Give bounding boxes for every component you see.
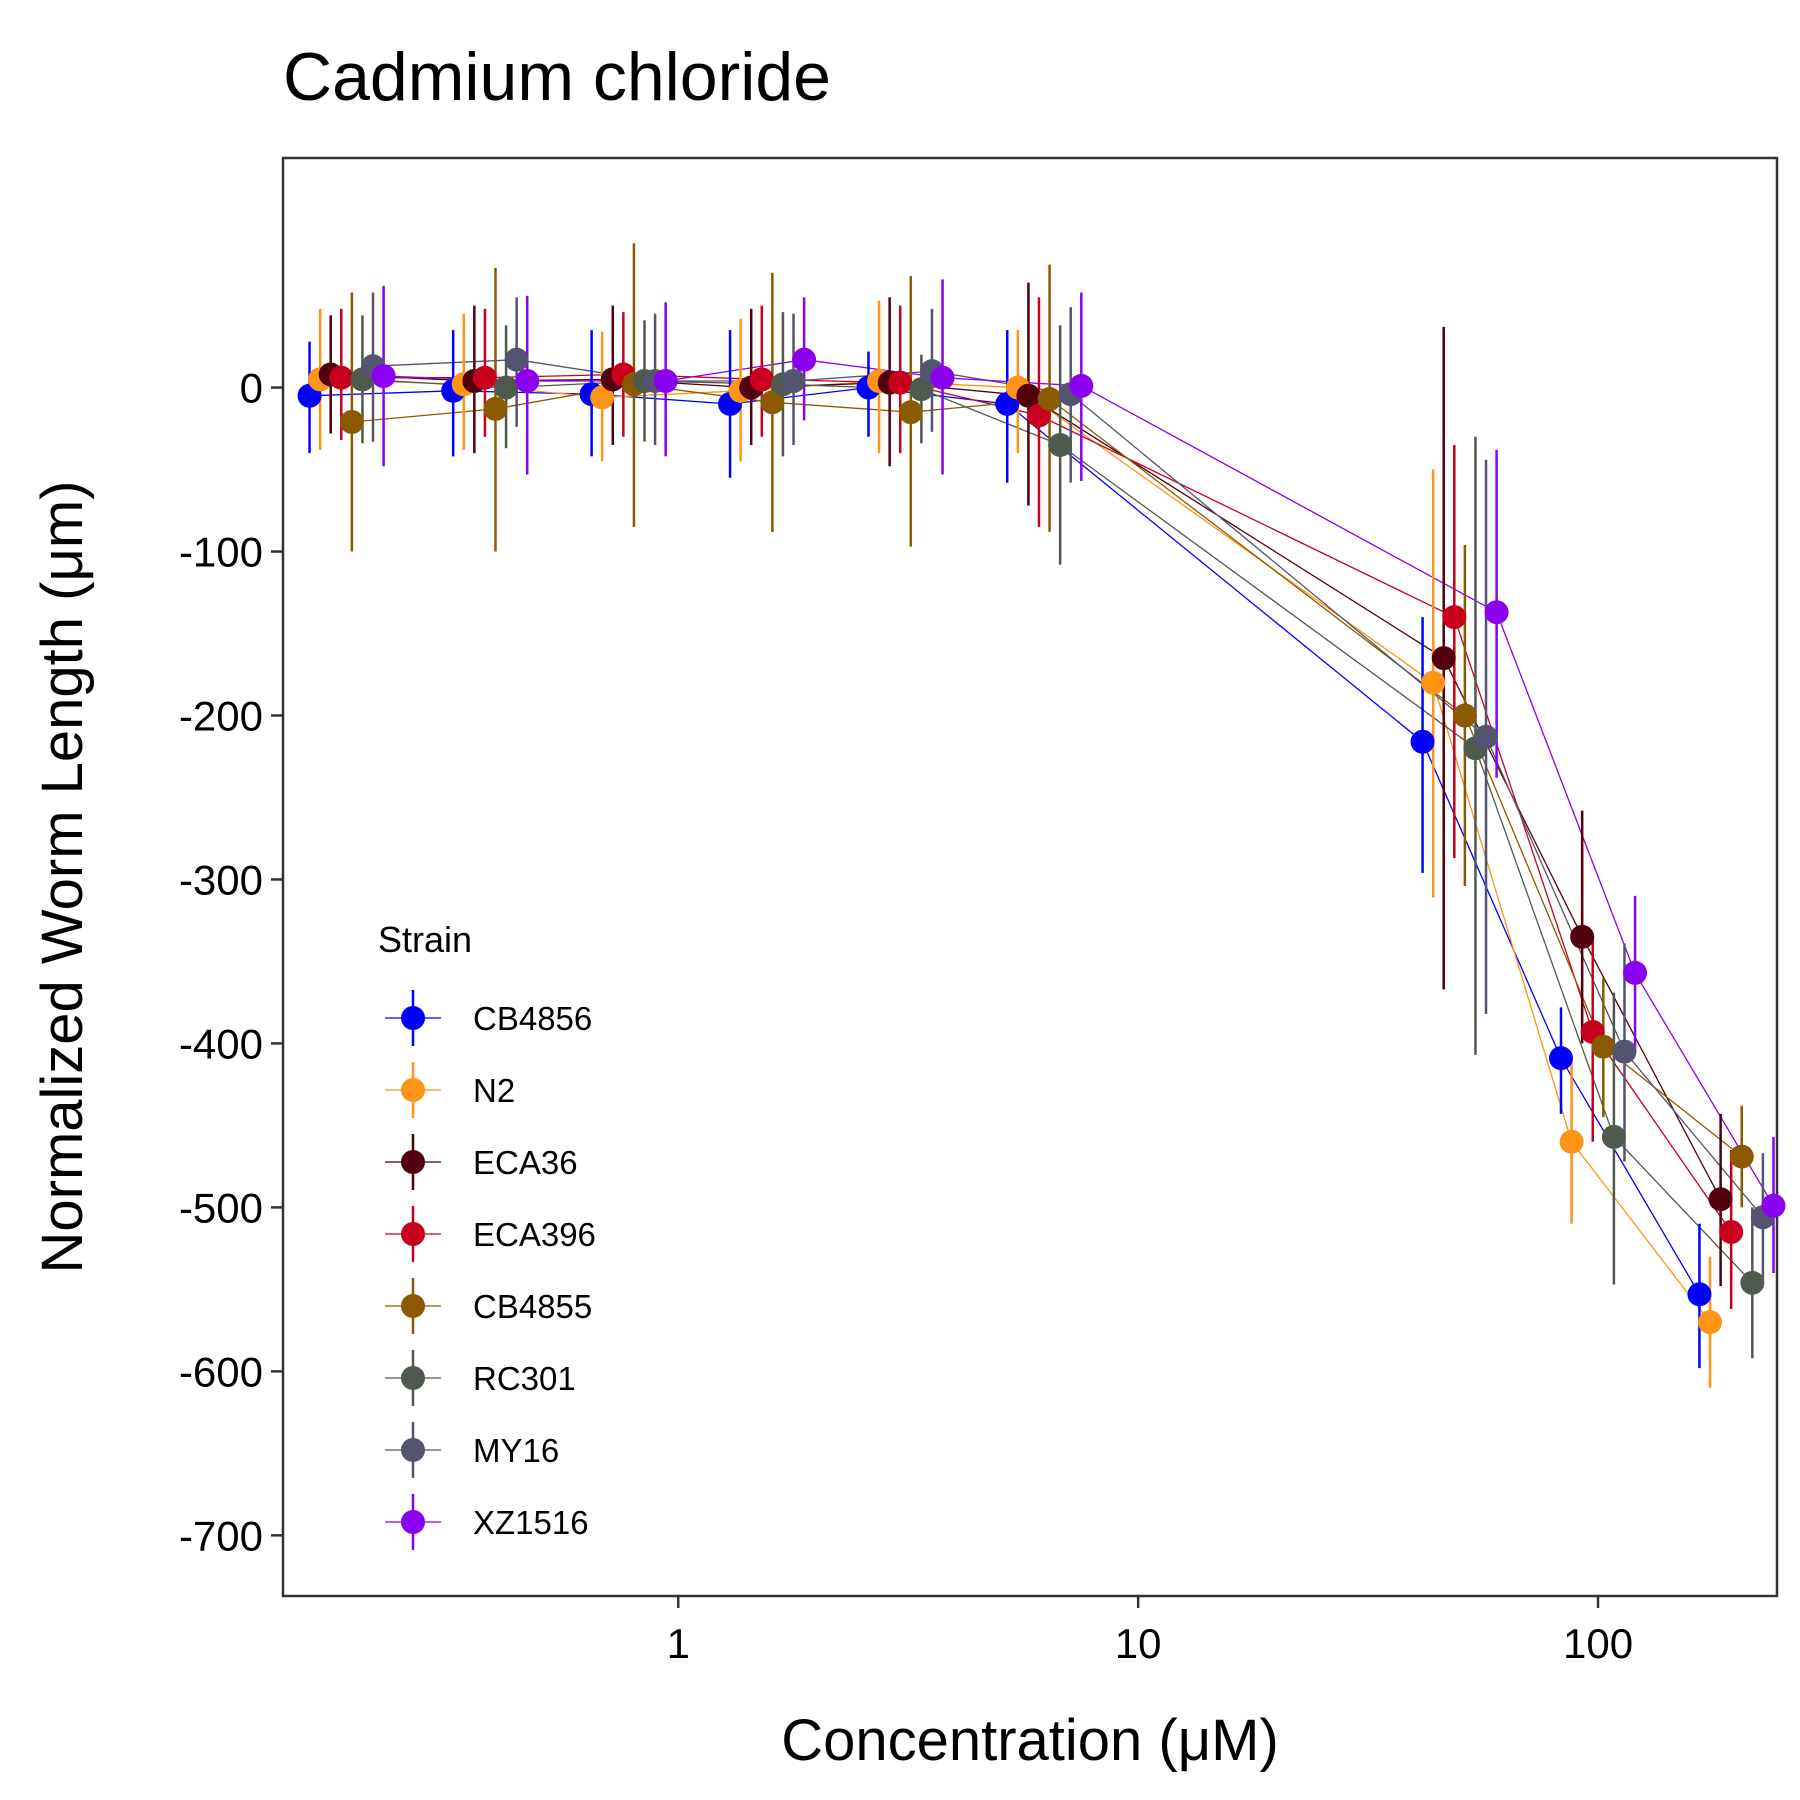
- point-CB4855: [1729, 1144, 1754, 1169]
- legend-key-point-XZ1516: [401, 1510, 425, 1534]
- points: [297, 347, 1786, 1335]
- legend-label-XZ1516: XZ1516: [473, 1504, 589, 1541]
- point-ECA36: [1016, 383, 1041, 408]
- point-CB4855: [1591, 1034, 1616, 1059]
- point-N2: [1559, 1129, 1584, 1154]
- point-XZ1516: [1761, 1193, 1786, 1218]
- legend-label-CB4855: CB4855: [473, 1288, 592, 1325]
- point-N2: [1421, 670, 1446, 695]
- y-tick-label: -500: [179, 1184, 263, 1231]
- point-XZ1516: [371, 364, 396, 389]
- point-ECA36: [1431, 646, 1456, 671]
- legend-key-point-RC301: [401, 1366, 425, 1390]
- legend-label-ECA36: ECA36: [473, 1144, 578, 1181]
- y-tick-label: 0: [240, 365, 263, 412]
- point-RC301: [1601, 1124, 1626, 1149]
- point-RC301: [1048, 432, 1073, 457]
- legend-title: Strain: [378, 919, 472, 960]
- point-N2: [1698, 1310, 1723, 1335]
- y-tick-label: -400: [179, 1020, 263, 1067]
- legend-key-point-ECA396: [401, 1222, 425, 1246]
- x-axis-title: Concentration (μM): [781, 1708, 1279, 1773]
- chart-title: Cadmium chloride: [283, 39, 831, 115]
- point-ECA396: [888, 370, 913, 395]
- legend-label-N2: N2: [473, 1072, 515, 1109]
- point-RC301: [1740, 1270, 1765, 1295]
- y-tick-label: -700: [179, 1512, 263, 1559]
- point-XZ1516: [930, 365, 955, 390]
- point-MY16: [504, 347, 529, 372]
- point-XZ1516: [792, 347, 817, 372]
- point-CB4856: [1687, 1282, 1712, 1307]
- x-axis: 1 10 100: [667, 1596, 1633, 1667]
- y-axis: 0 -100 -200 -300 -400 -500 -600 -700: [179, 365, 283, 1559]
- point-ECA36: [1570, 924, 1595, 949]
- point-ECA396: [1442, 605, 1467, 630]
- point-CB4855: [898, 400, 923, 425]
- point-ECA396: [329, 365, 354, 390]
- point-ECA36: [1708, 1187, 1733, 1212]
- point-CB4855: [339, 409, 364, 434]
- legend-label-ECA396: ECA396: [473, 1216, 596, 1253]
- legend-key-point-N2: [401, 1078, 425, 1102]
- point-ECA396: [749, 367, 774, 392]
- point-XZ1516: [653, 368, 678, 393]
- y-tick-label: -100: [179, 529, 263, 576]
- y-axis-title: Normalized Worm Length (μm): [30, 481, 95, 1274]
- legend-label-MY16: MY16: [473, 1432, 559, 1469]
- y-tick-label: -600: [179, 1348, 263, 1395]
- point-ECA396: [1719, 1219, 1744, 1244]
- point-MY16: [1612, 1039, 1637, 1064]
- legend-label-RC301: RC301: [473, 1360, 576, 1397]
- point-CB4855: [1452, 703, 1477, 728]
- point-CB4855: [1037, 387, 1062, 412]
- legend-key-point-CB4856: [401, 1006, 425, 1030]
- point-CB4856: [1549, 1046, 1574, 1071]
- x-tick-label: 100: [1563, 1620, 1633, 1667]
- x-tick-label: 1: [667, 1620, 690, 1667]
- legend-key-point-MY16: [401, 1438, 425, 1462]
- point-CB4855: [760, 390, 785, 415]
- point-N2: [590, 385, 615, 410]
- legend-key-point-CB4855: [401, 1294, 425, 1318]
- point-XZ1516: [515, 368, 540, 393]
- x-tick-label: 10: [1115, 1620, 1162, 1667]
- point-MY16: [781, 368, 806, 393]
- point-MY16: [1474, 724, 1499, 749]
- legend-label-CB4856: CB4856: [473, 1000, 592, 1037]
- point-RC301: [909, 377, 934, 402]
- y-tick-label: -300: [179, 856, 263, 903]
- point-XZ1516: [1069, 373, 1094, 398]
- legend-key-point-ECA36: [401, 1150, 425, 1174]
- legend: Strain CB4856 N2 ECA36 ECA396 CB4855 RC301 MY1…: [378, 919, 596, 1550]
- point-CB4855: [483, 396, 508, 421]
- point-ECA396: [472, 365, 497, 390]
- point-CB4856: [1410, 729, 1435, 754]
- point-XZ1516: [1484, 600, 1509, 625]
- y-tick-label: -200: [179, 692, 263, 739]
- point-XZ1516: [1623, 960, 1648, 985]
- point-RC301: [494, 375, 519, 400]
